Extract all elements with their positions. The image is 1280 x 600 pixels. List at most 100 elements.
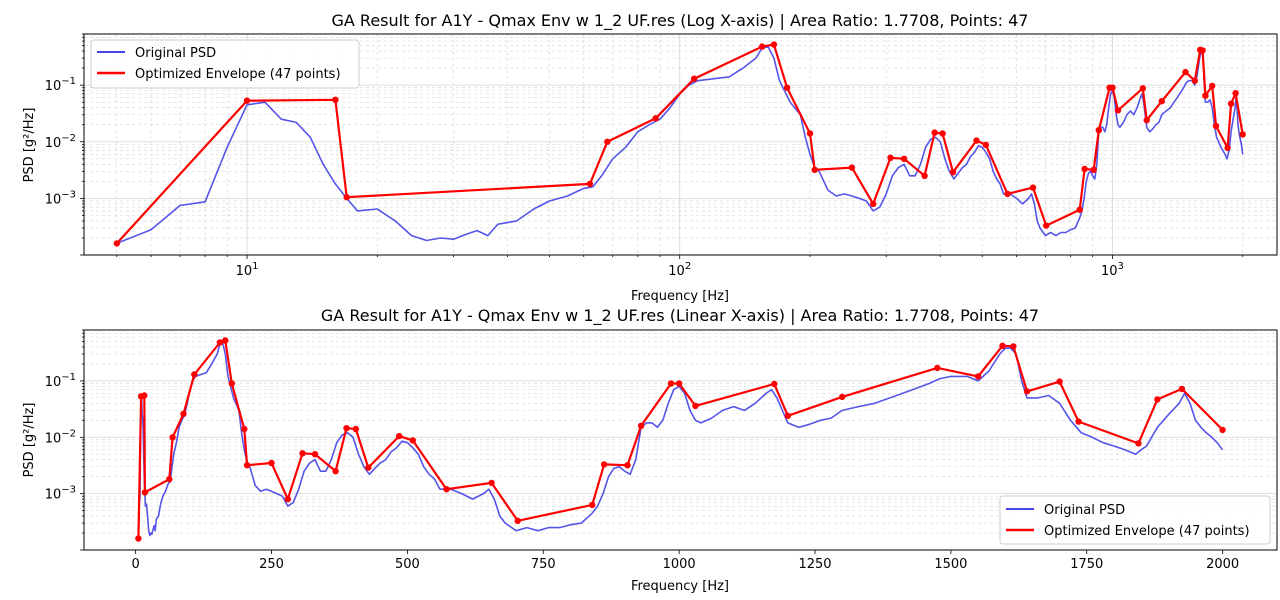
envelope-point xyxy=(770,41,778,48)
envelope-point xyxy=(758,43,766,50)
x-tick-label: 1750 xyxy=(1070,557,1103,572)
envelope-point xyxy=(949,169,957,176)
envelope-point xyxy=(1095,127,1103,134)
x-tick-label: 750 xyxy=(531,557,556,572)
x-tick-label: 1500 xyxy=(934,557,967,572)
envelope-point xyxy=(1010,343,1017,350)
envelope-point xyxy=(243,97,251,104)
envelope-point xyxy=(589,501,596,509)
envelope-point xyxy=(1090,166,1097,173)
envelope-point xyxy=(1081,165,1088,173)
envelope-point xyxy=(396,432,403,440)
envelope-point xyxy=(999,342,1006,349)
envelope-point xyxy=(1219,426,1226,434)
envelope-point xyxy=(783,84,791,91)
legend-1-psd-label: Original PSD xyxy=(135,46,216,61)
subplot-2-ticks: 10−310−210−10 250 500 750 1000 1250 1500 1750 20… xyxy=(45,329,1239,572)
envelope-point xyxy=(514,517,521,524)
envelope-point xyxy=(1143,117,1150,124)
envelope-point xyxy=(1135,440,1142,447)
envelope-point xyxy=(982,141,990,149)
subplot-2-envelope-layer xyxy=(135,337,1226,542)
envelope-point xyxy=(311,451,319,458)
envelope-point xyxy=(692,402,699,410)
envelope-point xyxy=(1239,131,1246,138)
envelope-point xyxy=(1202,92,1209,99)
x-tick-label: 250 xyxy=(259,557,284,572)
envelope-point xyxy=(1076,206,1083,213)
envelope-point xyxy=(284,495,291,503)
x-tick-label: 0 xyxy=(131,557,139,572)
subplot-1-xlabel: Frequency [Hz] xyxy=(631,289,729,304)
envelope-point xyxy=(1154,396,1161,403)
envelope-point xyxy=(135,535,142,542)
envelope-point xyxy=(1139,85,1147,92)
envelope-point xyxy=(268,459,275,467)
envelope-point xyxy=(191,371,198,378)
envelope-point xyxy=(887,154,894,161)
envelope-point xyxy=(586,180,594,188)
envelope-point xyxy=(811,166,818,173)
envelope-point xyxy=(931,129,938,136)
envelope-point xyxy=(166,476,173,483)
envelope-point xyxy=(343,194,350,201)
x-tick-label: 1000 xyxy=(663,557,696,572)
envelope-point xyxy=(1191,77,1199,84)
envelope-point xyxy=(667,380,675,387)
envelope-point xyxy=(243,462,251,469)
envelope-point xyxy=(1029,184,1037,191)
envelope-point xyxy=(637,422,645,429)
envelope-point xyxy=(1232,90,1239,97)
envelope-point xyxy=(222,337,229,344)
envelope-point xyxy=(600,461,608,468)
envelope-point xyxy=(1114,107,1122,114)
envelope-point xyxy=(900,155,908,162)
envelope-point xyxy=(1023,388,1031,395)
envelope-point xyxy=(1043,222,1050,229)
envelope-point xyxy=(1158,98,1166,105)
envelope-point xyxy=(443,486,450,493)
legend-1-box xyxy=(90,39,360,89)
envelope-point xyxy=(343,425,350,432)
envelope-point xyxy=(141,392,148,399)
subplot-2-ylabel: PSD [g²/Hz] xyxy=(22,403,37,478)
envelope-point xyxy=(299,450,306,457)
envelope-point xyxy=(488,479,495,487)
envelope-point xyxy=(771,380,778,388)
envelope-point xyxy=(1182,68,1189,76)
subplot-linear-x: GA Result for A1Y - Qmax Env w 1_2 UF.re… xyxy=(22,306,1278,594)
envelope-point xyxy=(1109,84,1116,91)
envelope-point xyxy=(113,240,121,247)
subplot-1-title: GA Result for A1Y - Qmax Env w 1_2 UF.re… xyxy=(332,11,1029,31)
envelope-point xyxy=(352,425,359,433)
envelope-point xyxy=(1224,144,1231,152)
subplot-1-ylabel: PSD [g²/Hz] xyxy=(22,108,37,183)
subplot-1-legend: Original PSD Optimized Envelope (47 poin… xyxy=(90,39,360,89)
envelope-point xyxy=(652,115,659,122)
envelope-point xyxy=(409,437,416,444)
envelope-point xyxy=(974,373,982,380)
envelope-point xyxy=(784,412,791,419)
envelope-point xyxy=(806,130,814,137)
envelope-point xyxy=(365,464,372,471)
subplot-log-x: GA Result for A1Y - Qmax Env w 1_2 UF.re… xyxy=(22,11,1278,304)
envelope-point xyxy=(624,462,631,469)
envelope-point xyxy=(332,96,339,104)
envelope-point xyxy=(180,410,187,418)
envelope-point xyxy=(839,393,846,401)
envelope-point xyxy=(141,489,149,496)
subplot-2-title: GA Result for A1Y - Qmax Env w 1_2 UF.re… xyxy=(321,306,1039,326)
envelope-point xyxy=(1199,47,1206,54)
legend-1-envelope-label: Optimized Envelope (47 points) xyxy=(135,67,341,82)
envelope-point xyxy=(691,75,698,82)
envelope-point xyxy=(1075,418,1082,425)
subplot-1-envelope-layer xyxy=(113,41,1246,247)
envelope-point xyxy=(1056,378,1063,385)
envelope-point xyxy=(604,138,611,145)
envelope-point xyxy=(1212,122,1220,130)
envelope-point xyxy=(939,130,946,137)
envelope-point xyxy=(1178,385,1186,393)
envelope-point xyxy=(228,380,235,387)
envelope-point xyxy=(1209,82,1216,90)
